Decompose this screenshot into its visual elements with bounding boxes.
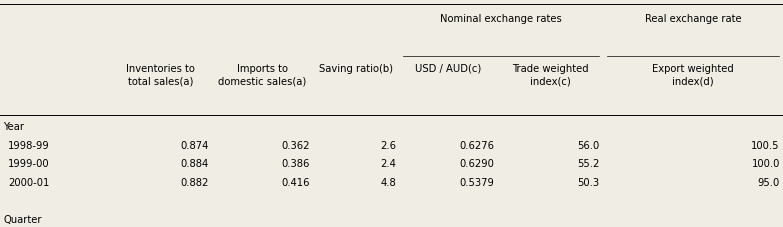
Text: 100.0: 100.0 [752,159,780,169]
Text: 55.2: 55.2 [577,159,600,169]
Text: Export weighted
index(d): Export weighted index(d) [652,64,734,86]
Text: 0.882: 0.882 [180,177,208,187]
Text: 1998-99: 1998-99 [8,140,49,150]
Text: Real exchange rate: Real exchange rate [644,14,742,24]
Text: 0.874: 0.874 [180,140,208,150]
Text: Year: Year [3,121,24,131]
Text: 56.0: 56.0 [578,140,600,150]
Text: 0.386: 0.386 [282,159,310,169]
Text: Imports to
domestic sales(a): Imports to domestic sales(a) [218,64,306,86]
Text: 0.6290: 0.6290 [459,159,494,169]
Text: 2.4: 2.4 [381,159,396,169]
Text: Quarter: Quarter [3,215,41,225]
Text: 100.5: 100.5 [752,140,780,150]
Text: USD / AUD(c): USD / AUD(c) [415,64,482,74]
Text: 50.3: 50.3 [578,177,600,187]
Text: Saving ratio(b): Saving ratio(b) [319,64,393,74]
Text: 95.0: 95.0 [758,177,780,187]
Text: Trade weighted
index(c): Trade weighted index(c) [512,64,588,86]
Text: 2.6: 2.6 [381,140,396,150]
Text: 0.416: 0.416 [282,177,310,187]
Text: 2000-01: 2000-01 [8,177,49,187]
Text: 0.362: 0.362 [282,140,310,150]
Text: 0.5379: 0.5379 [459,177,494,187]
Text: Inventories to
total sales(a): Inventories to total sales(a) [126,64,195,86]
Text: 1999-00: 1999-00 [8,159,49,169]
Text: 0.884: 0.884 [180,159,208,169]
Text: 4.8: 4.8 [381,177,396,187]
Text: 0.6276: 0.6276 [459,140,494,150]
Text: Nominal exchange rates: Nominal exchange rates [440,14,562,24]
